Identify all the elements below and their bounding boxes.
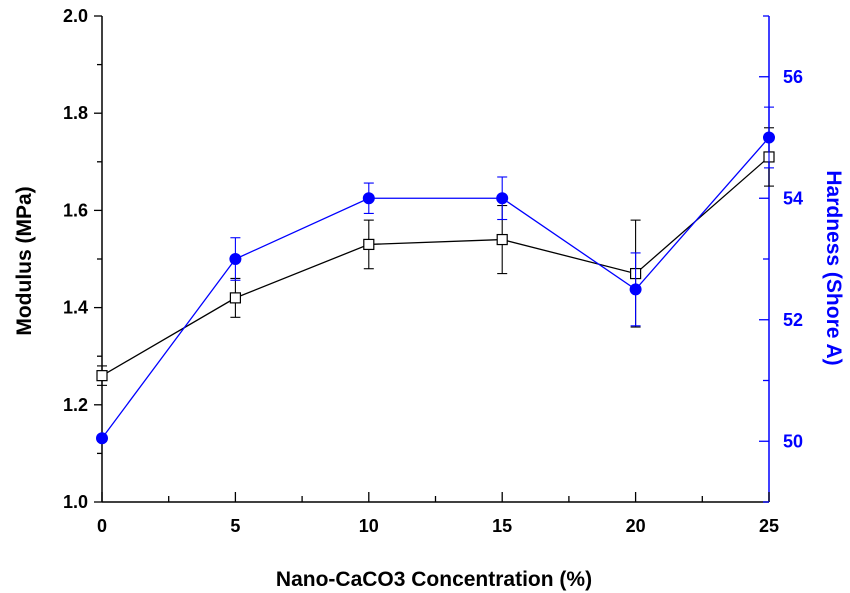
y2-tick-label: 56 [783,67,803,87]
data-point-hardness [496,192,509,205]
y-tick-label: 1.2 [63,395,88,415]
x-axis-title: Nano-CaCO3 Concentration (%) [276,568,592,591]
x-tick-label: 5 [230,516,240,536]
data-point-hardness [629,283,642,296]
series-line-hardness [101,137,770,439]
y2-tick-label: 54 [783,188,803,208]
data-point-hardness [362,192,375,205]
series-layer [96,106,775,445]
y2-tick-label: 52 [783,310,803,330]
data-point-hardness [229,253,242,265]
series-line-modulus [101,156,770,377]
y2-axis-title: Hardness (Shore A) [822,170,845,365]
y-tick-label: 1.0 [63,492,88,512]
data-point-modulus [496,233,508,246]
axes: 0 5 10 15 20 25 1.0 1.2 1.4 1.6 1.8 2.0 50 52 54 56 [63,6,803,536]
x-tick-label: 0 [97,516,107,536]
y2-tick-label: 50 [783,431,803,451]
data-point-modulus [96,370,108,382]
data-point-modulus [363,238,375,251]
y-tick-label: 1.4 [63,298,88,318]
y-tick-label: 1.8 [63,103,88,123]
y-tick-label: 1.6 [63,200,88,220]
x-tick-label: 20 [626,516,646,536]
data-point-modulus [229,292,241,304]
data-point-hardness [96,432,108,445]
data-point-hardness [763,131,775,144]
x-tick-label: 10 [359,516,379,536]
y-axis-title: Modulus (MPa) [13,186,36,335]
x-tick-label: 25 [759,516,779,536]
x-tick-label: 15 [492,516,512,536]
y-tick-label: 2.0 [63,6,88,26]
